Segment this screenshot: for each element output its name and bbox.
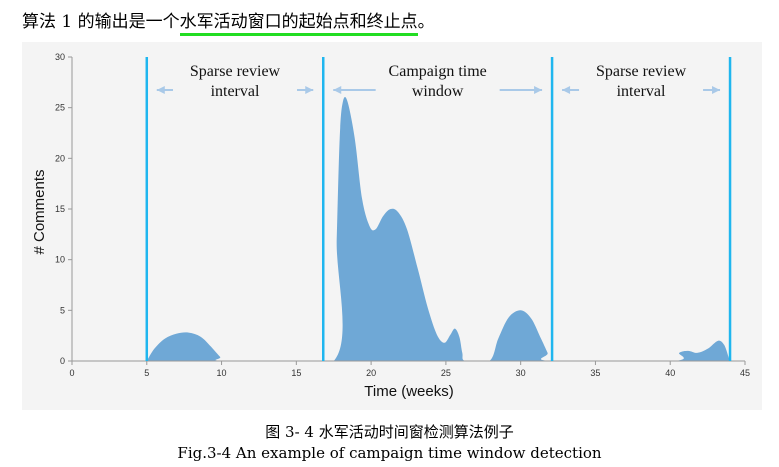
interval-annotation-2: Sparse review interval	[596, 63, 687, 100]
interval-arrow-left-head	[333, 86, 342, 94]
interval-arrow-left-head	[562, 86, 571, 94]
figure-caption-en: Fig.3-4 An example of campaign time wind…	[177, 444, 602, 462]
interval-arrow-right-head	[534, 86, 543, 94]
interval-annotation-line: interval	[617, 83, 666, 100]
x-tick-label: 15	[291, 368, 301, 378]
y-tick-label: 10	[55, 255, 65, 265]
interval-arrow-left-head	[156, 86, 165, 94]
x-tick-label: 35	[590, 368, 600, 378]
x-tick-label: 10	[217, 368, 227, 378]
annotation-layer: Sparse review interval Campaign time window…	[156, 63, 721, 100]
x-tick-label: 5	[144, 368, 149, 378]
intro-suffix: 。	[417, 12, 435, 32]
x-tick-label: 0	[69, 368, 74, 378]
axes-layer: 0 5 10 15 20 25 30 35 40 45 0 5 10 15 20 25 30	[55, 52, 750, 378]
divider-layer	[145, 57, 732, 361]
interval-annotation-line: Campaign time	[389, 63, 487, 80]
area-series-0	[146, 96, 731, 362]
interval-annotation-line: interval	[211, 83, 260, 100]
interval-arrow-right-head	[305, 86, 314, 94]
interval-annotation-1: Campaign time window	[389, 63, 487, 100]
y-tick-label: 0	[60, 356, 65, 366]
x-axis-label: Time (weeks)	[364, 383, 453, 400]
figure-caption-cn: 图 3- 4 水军活动时间窗检测算法例子	[265, 423, 514, 441]
y-tick-label: 15	[55, 204, 65, 214]
area-layer	[146, 96, 731, 362]
interval-annotation-line: window	[412, 83, 464, 100]
figure-area: 0 5 10 15 20 25 30 35 40 45 0 5 10 15 20 25 30 Sparse re…	[22, 42, 762, 410]
interval-annotation-line: Sparse review	[190, 63, 281, 80]
y-tick-label: 30	[55, 52, 65, 62]
y-axis-label: # Comments	[31, 169, 48, 254]
y-tick-label: 20	[55, 153, 65, 163]
intro-highlight: 水军活动窗口的起始点和终止点	[179, 12, 418, 36]
x-tick-label: 25	[441, 368, 451, 378]
interval-annotation-0: Sparse review interval	[190, 63, 281, 100]
x-tick-label: 40	[665, 368, 675, 378]
x-tick-label: 20	[366, 368, 376, 378]
y-tick-label: 25	[55, 103, 65, 113]
intro-sentence: 算法 1 的输出是一个水军活动窗口的起始点和终止点。	[22, 7, 435, 36]
campaign-window-chart: 0 5 10 15 20 25 30 35 40 45 0 5 10 15 20 25 30 Sparse re…	[31, 52, 750, 400]
intro-prefix: 算法 1 的输出是一个	[22, 12, 180, 32]
interval-arrow-right-head	[712, 86, 721, 94]
interval-annotation-line: Sparse review	[596, 63, 687, 80]
y-tick-label: 5	[60, 305, 65, 315]
x-tick-label: 45	[740, 368, 750, 378]
x-tick-label: 30	[516, 368, 526, 378]
